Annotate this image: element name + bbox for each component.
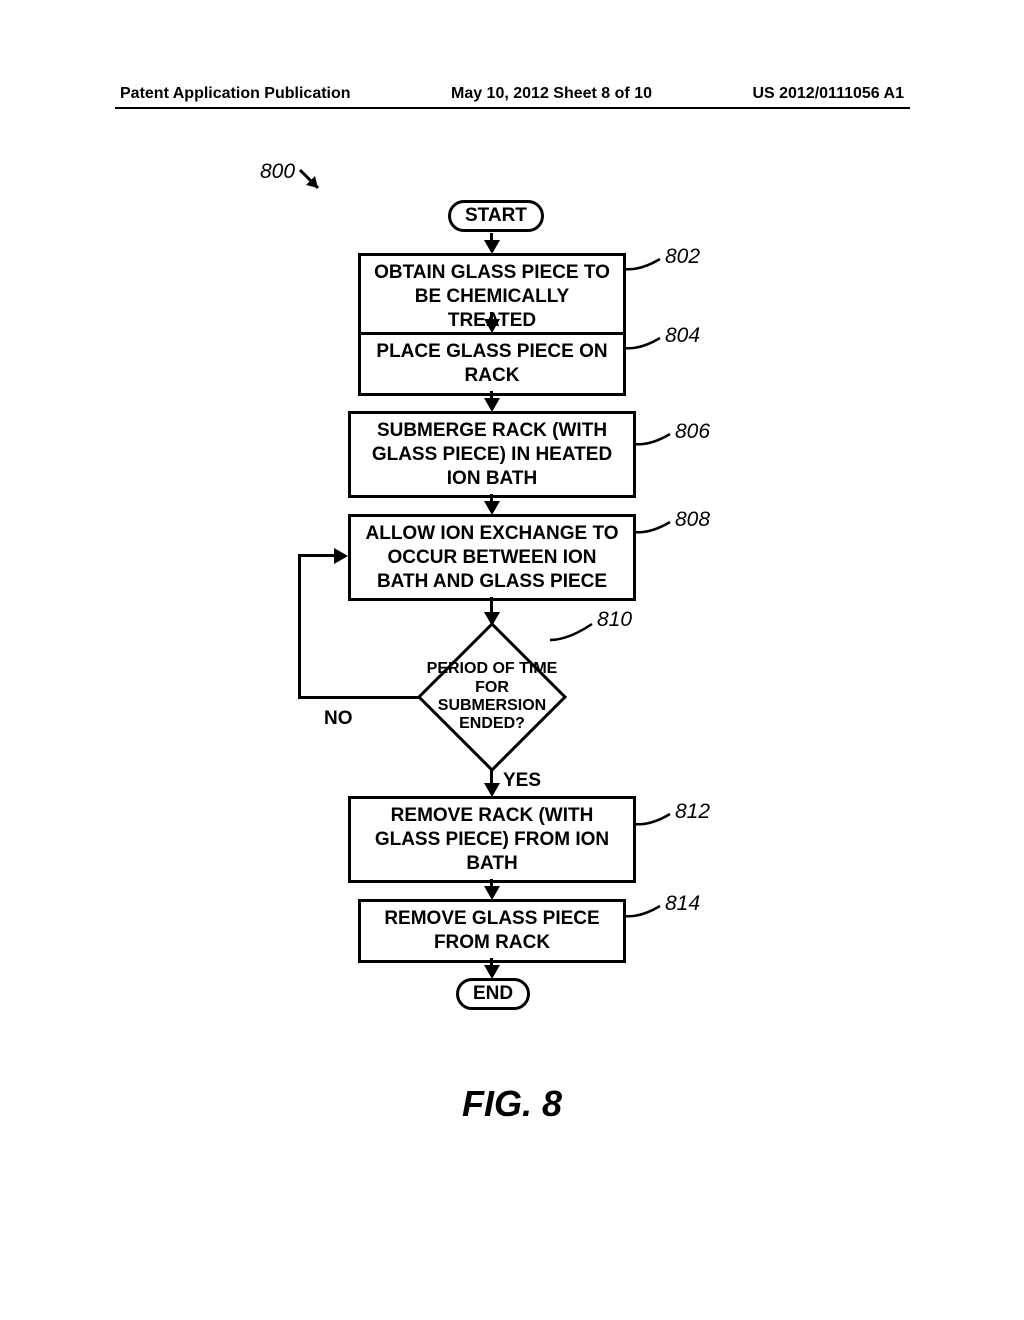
- ref-802: 802: [665, 245, 700, 269]
- ref-808: 808: [675, 508, 710, 532]
- process-804-text: PLACE GLASS PIECE ON RACK: [376, 341, 607, 386]
- flowchart-diagram: 800 START OBTAIN GLASS PIECE TO BE CHEMI…: [0, 160, 1024, 1010]
- no-v: [298, 554, 301, 699]
- leader-812: [632, 810, 674, 830]
- ref-800: 800: [260, 160, 295, 184]
- leader-814: [622, 902, 664, 922]
- process-814-text: REMOVE GLASS PIECE FROM RACK: [384, 908, 599, 953]
- header-left: Patent Application Publication: [120, 85, 351, 103]
- arrowhead-start-802: [484, 240, 500, 254]
- process-808-text: ALLOW ION EXCHANGE TO OCCUR BETWEEN ION …: [366, 523, 619, 592]
- header-right: US 2012/0111056 A1: [752, 85, 904, 103]
- arrowhead-812-814: [484, 886, 500, 900]
- process-808: ALLOW ION EXCHANGE TO OCCUR BETWEEN ION …: [348, 514, 636, 601]
- yes-label: YES: [503, 770, 541, 792]
- decision-810-text: PERIOD OF TIME FOR SUBMERSION ENDED?: [417, 622, 567, 772]
- no-h2: [298, 554, 336, 557]
- no-h1: [298, 696, 420, 699]
- ref-804: 804: [665, 324, 700, 348]
- end-node: END: [456, 978, 530, 1010]
- process-814: REMOVE GLASS PIECE FROM RACK: [358, 899, 626, 963]
- leader-802: [622, 255, 664, 275]
- arrowhead-806-808: [484, 501, 500, 515]
- ref-812: 812: [675, 800, 710, 824]
- ref-800-leader: [298, 168, 328, 198]
- header-center: May 10, 2012 Sheet 8 of 10: [451, 85, 652, 103]
- ref-814: 814: [665, 892, 700, 916]
- process-806-text: SUBMERGE RACK (WITH GLASS PIECE) IN HEAT…: [372, 420, 612, 489]
- ref-806: 806: [675, 420, 710, 444]
- process-806: SUBMERGE RACK (WITH GLASS PIECE) IN HEAT…: [348, 411, 636, 498]
- arrowhead-810-812: [484, 783, 500, 797]
- leader-808: [632, 518, 674, 538]
- process-812-text: REMOVE RACK (WITH GLASS PIECE) FROM ION …: [375, 805, 609, 874]
- leader-806: [632, 430, 674, 450]
- leader-810: [548, 620, 596, 644]
- start-text: START: [465, 205, 527, 226]
- arrowhead-814-end: [484, 965, 500, 979]
- process-812: REMOVE RACK (WITH GLASS PIECE) FROM ION …: [348, 796, 636, 883]
- ref-810: 810: [597, 608, 632, 632]
- leader-804: [622, 334, 664, 354]
- decision-810: PERIOD OF TIME FOR SUBMERSION ENDED?: [417, 622, 567, 772]
- end-text: END: [473, 983, 513, 1004]
- start-node: START: [448, 200, 544, 232]
- arrowhead-804-806: [484, 398, 500, 412]
- no-label: NO: [324, 708, 353, 730]
- header-rule: [115, 107, 910, 109]
- process-804: PLACE GLASS PIECE ON RACK: [358, 332, 626, 396]
- page-header: Patent Application Publication May 10, 2…: [0, 85, 1024, 103]
- figure-label: FIG. 8: [0, 1083, 1024, 1125]
- arrowhead-802-804: [484, 319, 500, 333]
- no-arrowhead: [334, 548, 348, 564]
